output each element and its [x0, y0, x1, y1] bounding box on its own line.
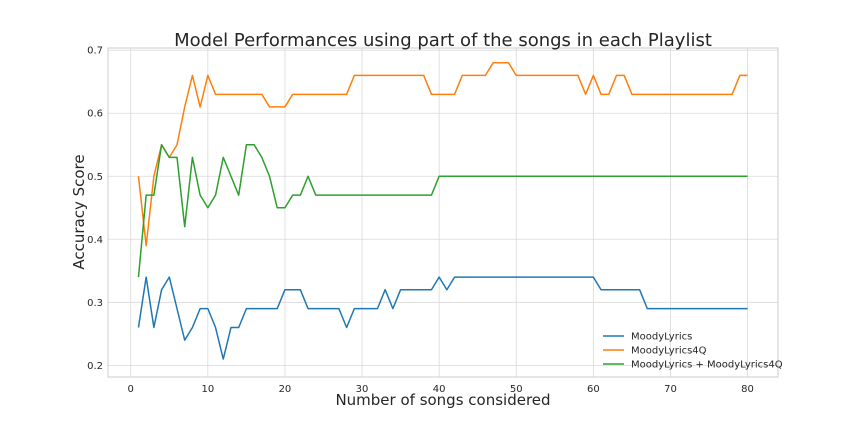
x-tick-label: 20: [279, 384, 292, 395]
y-tick-label: 0.6: [87, 109, 103, 120]
series-line-combined: [137, 144, 748, 278]
y-tick-label: 0.7: [87, 46, 103, 57]
y-tick-label: 0.3: [87, 298, 103, 309]
x-tick-label: 80: [741, 384, 754, 395]
legend: MoodyLyrics MoodyLyrics4Q MoodyLyrics + …: [603, 332, 783, 371]
tick-labels: 0 10 20 30 40 50 60 70 80 0.2 0.3 0.4 0.5 0.6 0.7: [87, 46, 754, 395]
y-axis-label: Accuracy Score: [70, 154, 88, 269]
x-tick-label: 60: [587, 384, 600, 395]
series-line-moodylyrics4q: [137, 62, 748, 247]
x-axis-label: Number of songs considered: [335, 391, 550, 409]
legend-label-moodylyrics4q: MoodyLyrics4Q: [631, 346, 707, 357]
legend-label-combined: MoodyLyrics + MoodyLyrics4Q: [631, 360, 783, 371]
series-line-moodylyrics: [137, 276, 748, 360]
y-tick-label: 0.5: [87, 172, 103, 183]
grid: [108, 48, 778, 377]
x-tick-label: 30: [356, 384, 369, 395]
legend-label-moodylyrics: MoodyLyrics: [631, 332, 692, 343]
x-tick-label: 40: [433, 384, 446, 395]
x-tick-label: 10: [201, 384, 214, 395]
x-tick-label: 70: [664, 384, 677, 395]
x-tick-label: 0: [128, 384, 134, 395]
chart-title: Model Performances using part of the son…: [174, 30, 712, 51]
x-tick-label: 50: [510, 384, 523, 395]
y-tick-label: 0.4: [87, 235, 103, 246]
y-tick-label: 0.2: [87, 361, 103, 372]
plot-frame: [107, 47, 779, 378]
series-lines: [137, 62, 748, 360]
